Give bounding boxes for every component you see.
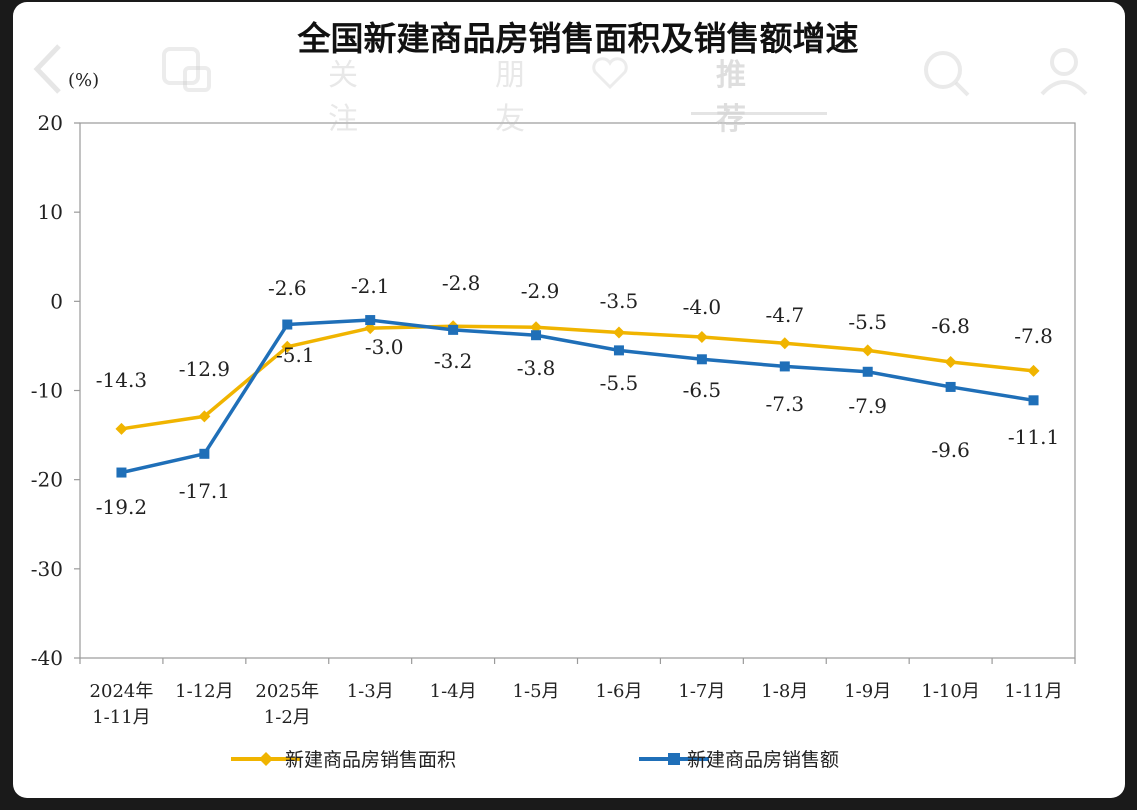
data-point-amount (365, 315, 376, 326)
data-label-area: -3.5 (600, 289, 639, 313)
data-label-amount: -9.6 (931, 438, 970, 462)
data-label-area: -7.8 (1014, 324, 1053, 348)
series-line-area (121, 324, 1034, 431)
data-label-area: -5.1 (276, 343, 315, 367)
chart-card: 全国新建商品房销售面积及销售额增速 (%) 20 10 0 -10 -20 -30 -40 202… (13, 2, 1125, 798)
data-point-area (364, 322, 377, 335)
data-point-area (530, 321, 543, 334)
data-point-amount (862, 366, 873, 377)
data-label-amount: -7.3 (766, 392, 805, 416)
active-tab-underline (691, 112, 827, 115)
data-label-amount: -3.8 (517, 356, 556, 380)
series-line-amount (121, 318, 1034, 475)
profile-icon[interactable] (1037, 44, 1091, 98)
data-label-amount: -19.2 (96, 495, 147, 519)
x-tick-label: 1-11月 (1004, 681, 1062, 702)
tab-following[interactable]: 关注 (328, 58, 358, 137)
x-tick-label: 1-9月 (844, 681, 891, 702)
data-point-amount (448, 324, 459, 335)
tab-recommend[interactable]: 推荐 (716, 58, 746, 137)
data-label-amount: -6.5 (683, 378, 722, 402)
tab-friends[interactable]: 朋友 (495, 58, 525, 137)
x-tick-label: 1-11月 (92, 707, 150, 728)
x-tick-label: 1-10月 (921, 681, 979, 702)
chart-title: 全国新建商品房销售面积及销售额增速 (297, 19, 859, 58)
data-label-amount: -17.1 (179, 479, 230, 503)
data-label-area: -2.9 (521, 279, 560, 303)
x-tick-label: 2024年 (90, 681, 154, 702)
screen-cast-icon[interactable] (161, 46, 213, 94)
data-label-amount: -3.2 (434, 349, 473, 373)
data-label-area: -4.7 (766, 303, 805, 327)
data-label-amount: -7.9 (848, 394, 887, 418)
y-tick-label: -30 (31, 557, 63, 581)
data-label-amount: -5.5 (600, 371, 639, 395)
data-label-amount: -2.1 (351, 274, 390, 298)
data-label-area: -2.8 (442, 271, 481, 295)
x-tick-label: 1-12月 (175, 681, 233, 702)
data-point-amount (282, 319, 293, 330)
data-label-area: -14.3 (96, 368, 147, 392)
data-label-area: -6.8 (931, 314, 970, 338)
data-point-amount (945, 381, 956, 392)
back-icon[interactable] (31, 42, 65, 96)
data-point-amount (696, 354, 707, 365)
y-tick-label: 10 (38, 200, 63, 224)
x-tick-label: 1-7月 (678, 681, 725, 702)
line-chart: 全国新建商品房销售面积及销售额增速 (%)20 10 0 -10 -20 -30 -40 202… (31, 19, 1076, 771)
data-point-amount (116, 467, 127, 478)
heart-icon (592, 57, 628, 90)
y-tick-label: 0 (50, 289, 63, 313)
data-point-amount (531, 330, 542, 341)
data-point-area (281, 340, 294, 353)
data-point-area (695, 331, 708, 343)
x-tick-label: 1-8月 (761, 681, 808, 702)
x-tick-label: 1-4月 (430, 681, 477, 702)
data-point-amount (779, 361, 790, 372)
plot-frame (79, 122, 1076, 659)
x-tick-label: 1-5月 (513, 681, 560, 702)
data-label-amount: -2.6 (268, 276, 307, 300)
data-point-area (115, 422, 128, 435)
search-icon[interactable] (921, 48, 973, 98)
data-point-area (198, 410, 211, 423)
x-tick-label: 1-6月 (595, 681, 642, 702)
data-label-area: -5.5 (848, 310, 887, 334)
y-tick-label: 20 (38, 111, 63, 135)
data-point-area (861, 344, 874, 357)
y-tick-label: -20 (31, 468, 63, 492)
legend-marker (259, 752, 273, 766)
data-point-amount (1028, 395, 1039, 406)
data-label-area: -3.0 (365, 335, 404, 359)
data-point-area (612, 326, 625, 339)
y-tick-label: -40 (31, 646, 63, 670)
data-point-amount (199, 448, 210, 459)
data-point-area (1027, 364, 1040, 377)
legend-label: 新建商品房销售面积 (285, 749, 456, 771)
data-label-area: -4.0 (683, 295, 722, 319)
data-point-amount (613, 345, 624, 356)
x-tick-label: 1-3月 (347, 681, 394, 702)
data-label-area: -12.9 (179, 357, 230, 381)
data-label-amount: -11.1 (1008, 425, 1059, 449)
legend-label: 新建商品房销售额 (687, 749, 839, 771)
y-tick-label: -10 (31, 379, 63, 403)
x-tick-label: 1-2月 (264, 707, 311, 728)
legend-marker (668, 753, 680, 765)
data-point-area (778, 337, 791, 350)
y-axis-unit: (%) (68, 70, 99, 91)
data-point-area (944, 355, 957, 368)
x-tick-label: 2025年 (255, 681, 319, 702)
